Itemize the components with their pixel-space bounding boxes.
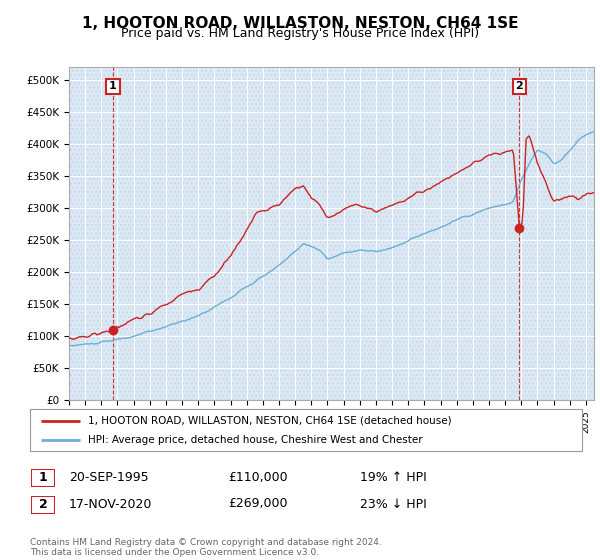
FancyBboxPatch shape bbox=[30, 409, 582, 451]
Text: 1, HOOTON ROAD, WILLASTON, NESTON, CH64 1SE: 1, HOOTON ROAD, WILLASTON, NESTON, CH64 … bbox=[82, 16, 518, 31]
Text: 20-SEP-1995: 20-SEP-1995 bbox=[69, 470, 149, 484]
Text: 17-NOV-2020: 17-NOV-2020 bbox=[69, 497, 152, 511]
FancyBboxPatch shape bbox=[31, 496, 55, 514]
Text: Contains HM Land Registry data © Crown copyright and database right 2024.
This d: Contains HM Land Registry data © Crown c… bbox=[30, 538, 382, 557]
Text: 1: 1 bbox=[109, 81, 117, 91]
Text: £269,000: £269,000 bbox=[228, 497, 287, 511]
Text: HPI: Average price, detached house, Cheshire West and Chester: HPI: Average price, detached house, Ches… bbox=[88, 435, 422, 445]
FancyBboxPatch shape bbox=[31, 469, 55, 487]
Text: Price paid vs. HM Land Registry's House Price Index (HPI): Price paid vs. HM Land Registry's House … bbox=[121, 27, 479, 40]
Text: 2: 2 bbox=[515, 81, 523, 91]
Text: 19% ↑ HPI: 19% ↑ HPI bbox=[360, 470, 427, 484]
Text: 1, HOOTON ROAD, WILLASTON, NESTON, CH64 1SE (detached house): 1, HOOTON ROAD, WILLASTON, NESTON, CH64 … bbox=[88, 416, 452, 426]
Text: £110,000: £110,000 bbox=[228, 470, 287, 484]
Text: 1: 1 bbox=[39, 472, 47, 484]
Text: 2: 2 bbox=[39, 498, 47, 511]
Text: 23% ↓ HPI: 23% ↓ HPI bbox=[360, 497, 427, 511]
